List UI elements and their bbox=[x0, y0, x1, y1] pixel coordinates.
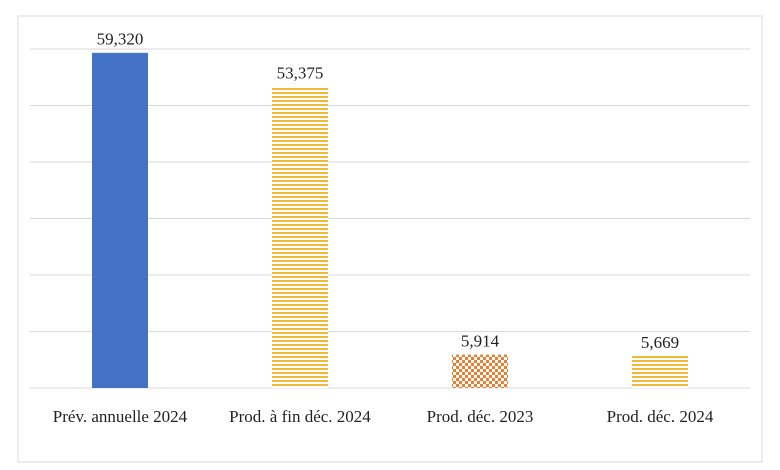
value-label: 59,320 bbox=[97, 30, 144, 49]
value-label: 53,375 bbox=[277, 63, 324, 82]
x-tick-label: Prod. à fin déc. 2024 bbox=[229, 407, 371, 426]
value-label: 5,914 bbox=[461, 331, 500, 350]
chart-frame bbox=[17, 15, 763, 463]
bar bbox=[92, 52, 148, 388]
x-tick-label: Prod. déc. 2023 bbox=[427, 407, 534, 426]
x-tick-label: Prév. annuelle 2024 bbox=[53, 407, 188, 426]
bar bbox=[272, 86, 328, 389]
x-tick-label: Prod. déc. 2024 bbox=[607, 407, 714, 426]
bar bbox=[452, 354, 508, 388]
value-label: 5,669 bbox=[641, 333, 679, 352]
bar bbox=[632, 355, 688, 388]
